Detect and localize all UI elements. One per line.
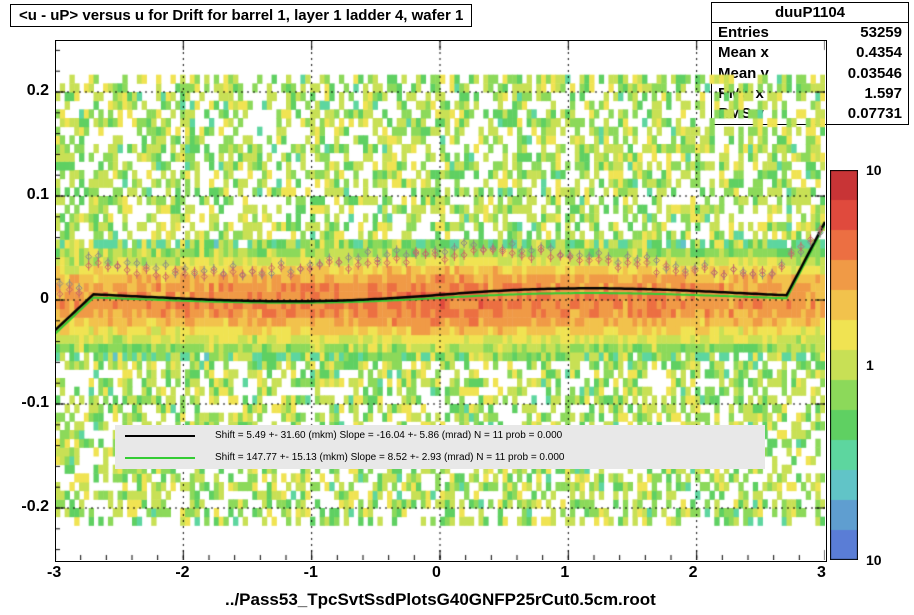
x-tick-label: 2 — [689, 564, 698, 582]
y-tick-label: 0 — [40, 290, 49, 308]
x-tick-label: 3 — [817, 564, 826, 582]
y-tick-label: 0.1 — [27, 186, 49, 204]
colorbar-canvas — [830, 170, 858, 560]
y-tick-label: -0.1 — [21, 394, 49, 412]
fit-legend: Shift = 5.49 +- 31.60 (mkm) Slope = -16.… — [115, 425, 765, 469]
file-caption: ../Pass53_TpcSvtSsdPlotsG40GNFP25rCut0.5… — [225, 590, 656, 610]
plot-title: <u - uP> versus u for Drift for barrel 1… — [10, 4, 472, 27]
fit-line-sample — [125, 435, 195, 437]
stats-name: duuP1104 — [712, 3, 908, 23]
x-tick-label: -2 — [175, 564, 189, 582]
title-text: <u - uP> versus u for Drift for barrel 1… — [19, 7, 463, 24]
x-tick-label: 1 — [560, 564, 569, 582]
y-tick-label: -0.2 — [21, 498, 49, 516]
plot-frame — [55, 40, 827, 562]
fit-row: Shift = 5.49 +- 31.60 (mkm) Slope = -16.… — [115, 425, 765, 447]
z-tick-label: 10 — [866, 162, 882, 178]
x-tick-label: 0 — [432, 564, 441, 582]
fit-text: Shift = 5.49 +- 31.60 (mkm) Slope = -16.… — [215, 430, 562, 441]
fit-text: Shift = 147.77 +- 15.13 (mkm) Slope = 8.… — [215, 452, 564, 463]
z-tick-label: 1 — [866, 357, 874, 373]
fit-line-sample — [125, 457, 195, 459]
y-tick-label: 0.2 — [27, 82, 49, 100]
fit-row: Shift = 147.77 +- 15.13 (mkm) Slope = 8.… — [115, 447, 765, 469]
x-tick-label: -3 — [47, 564, 61, 582]
z-tick-label: 10 — [866, 552, 882, 568]
x-tick-label: -1 — [304, 564, 318, 582]
